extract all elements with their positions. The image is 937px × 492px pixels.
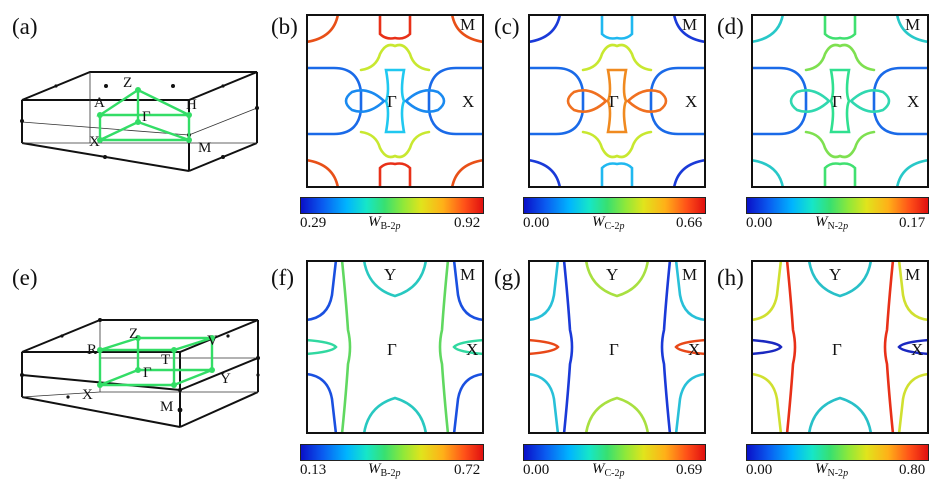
colorbar-title-d: WN-2p — [815, 214, 849, 232]
panel-label-e: (e) — [12, 265, 38, 290]
bz-point-h: H — [186, 97, 197, 113]
panel-label-h: (h) — [717, 265, 744, 290]
fs-label-corner-h: M — [905, 265, 921, 284]
panel-label-c: (c) — [494, 14, 520, 39]
bz-point-v: V — [207, 333, 218, 349]
bz-point-x-e: X — [82, 387, 93, 403]
fs-label-center-f: Γ — [387, 340, 397, 359]
bz-point-t: T — [161, 352, 171, 368]
colorbar-max-d: 0.17 — [899, 215, 926, 231]
panel-label-d: (d) — [717, 14, 744, 39]
fs-label-top-f: Y — [384, 265, 397, 284]
fermi-surface-h — [751, 260, 929, 434]
colorbar-title-b: WB-2p — [368, 214, 401, 232]
colorbar-max-f: 0.72 — [454, 462, 481, 478]
fs-label-corner-f: M — [460, 265, 476, 284]
bz-point-gamma: Γ — [142, 109, 151, 125]
bz-point-x: X — [89, 134, 100, 150]
fermi-surface-d — [751, 14, 929, 188]
panel-label-g: (g) — [494, 265, 521, 290]
panel-label-f: (f) — [271, 265, 294, 290]
fs-label-side-h: X — [911, 340, 924, 359]
colorbar-min-h: 0.00 — [746, 462, 773, 478]
colorbar-title-g: WC-2p — [592, 461, 625, 479]
fs-label-corner-b: M — [460, 15, 476, 34]
fs-label-center-g: Γ — [609, 340, 619, 359]
fs-label-top-h: Y — [829, 265, 842, 284]
fs-label-top-g: Y — [606, 265, 619, 284]
colorbar-g — [523, 444, 706, 461]
fermi-surface-c — [528, 14, 706, 188]
colorbar-max-c: 0.66 — [676, 215, 703, 231]
bz-point-r: R — [87, 342, 98, 358]
colorbar-h — [746, 444, 929, 461]
panel-label-a: (a) — [12, 14, 38, 39]
brillouin-zone-e — [20, 318, 260, 428]
fs-label-corner-c: M — [682, 15, 698, 34]
bz-point-a: A — [94, 95, 105, 111]
colorbar-min-f: 0.13 — [300, 462, 327, 478]
bz-point-z: Z — [123, 75, 133, 91]
colorbar-min-b: 0.29 — [300, 215, 327, 231]
bz-point-gamma-e: Γ — [143, 365, 152, 381]
brillouin-zone-a — [20, 71, 259, 172]
colorbar-max-b: 0.92 — [454, 215, 481, 231]
fs-label-corner-g: M — [682, 265, 698, 284]
colorbar-b — [300, 197, 484, 214]
colorbar-max-g: 0.69 — [676, 462, 703, 478]
colorbar-min-c: 0.00 — [523, 215, 550, 231]
fermi-surface-b — [306, 14, 484, 188]
fermi-surface-g — [528, 260, 706, 434]
bz-point-m-e: M — [160, 399, 174, 415]
fs-label-center-h: Γ — [832, 340, 842, 359]
fs-label-center-b: Γ — [387, 92, 397, 111]
colorbar-title-f: WB-2p — [368, 461, 401, 479]
fs-label-side-f: X — [466, 340, 479, 359]
fs-label-center-d: Γ — [832, 92, 842, 111]
colorbar-max-h: 0.80 — [899, 462, 926, 478]
bz-point-m: M — [198, 140, 212, 156]
colorbar-min-g: 0.00 — [523, 462, 550, 478]
fs-label-side-g: X — [688, 340, 701, 359]
panel-label-b: (b) — [271, 14, 298, 39]
fs-label-center-c: Γ — [609, 92, 619, 111]
fs-label-side-b: X — [462, 92, 475, 111]
colorbar-title-h: WN-2p — [815, 461, 849, 479]
colorbar-c — [523, 197, 706, 214]
colorbar-title-c: WC-2p — [592, 214, 625, 232]
bz-point-z-e: Z — [129, 326, 139, 342]
colorbar-f — [300, 444, 484, 461]
fs-label-side-c: X — [685, 92, 698, 111]
bz-point-y: Y — [220, 371, 231, 387]
fs-label-side-d: X — [907, 92, 920, 111]
fermi-surface-f — [306, 260, 484, 434]
fs-label-corner-d: M — [905, 15, 921, 34]
colorbar-d — [746, 197, 929, 214]
colorbar-min-d: 0.00 — [746, 215, 773, 231]
